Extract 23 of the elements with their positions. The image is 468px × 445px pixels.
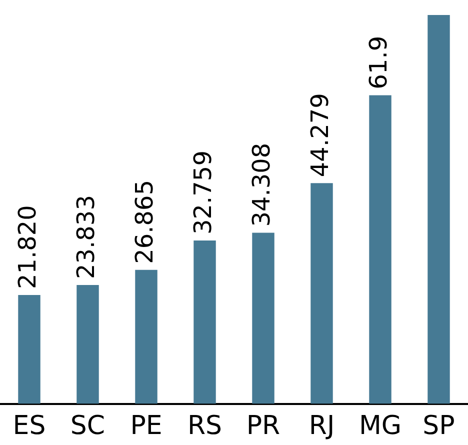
x-tick-label: MG: [358, 411, 402, 442]
data-label: 61.9: [364, 36, 392, 90]
x-tick-label: SP: [422, 411, 455, 442]
bar: [428, 15, 450, 404]
x-tick-label: RJ: [308, 411, 335, 442]
data-label: 23.833: [72, 195, 100, 279]
data-label: 26.865: [130, 180, 158, 264]
data-label: 44.279: [306, 93, 334, 178]
bar: [369, 95, 392, 404]
x-tick-label: PR: [246, 411, 280, 442]
x-tick-label: RS: [187, 411, 222, 442]
x-tick-label: ES: [12, 411, 46, 442]
bar: [18, 295, 40, 404]
bar: [135, 270, 158, 404]
bar: [194, 240, 216, 404]
bar: [310, 183, 333, 404]
data-label: 21.820: [13, 205, 42, 290]
data-label: 34.308: [247, 142, 276, 227]
bar: [252, 232, 274, 404]
x-tick-label: PE: [130, 411, 162, 442]
data-label: 32.759: [188, 150, 217, 235]
bar: [76, 285, 99, 404]
x-tick-label: SC: [70, 411, 106, 442]
